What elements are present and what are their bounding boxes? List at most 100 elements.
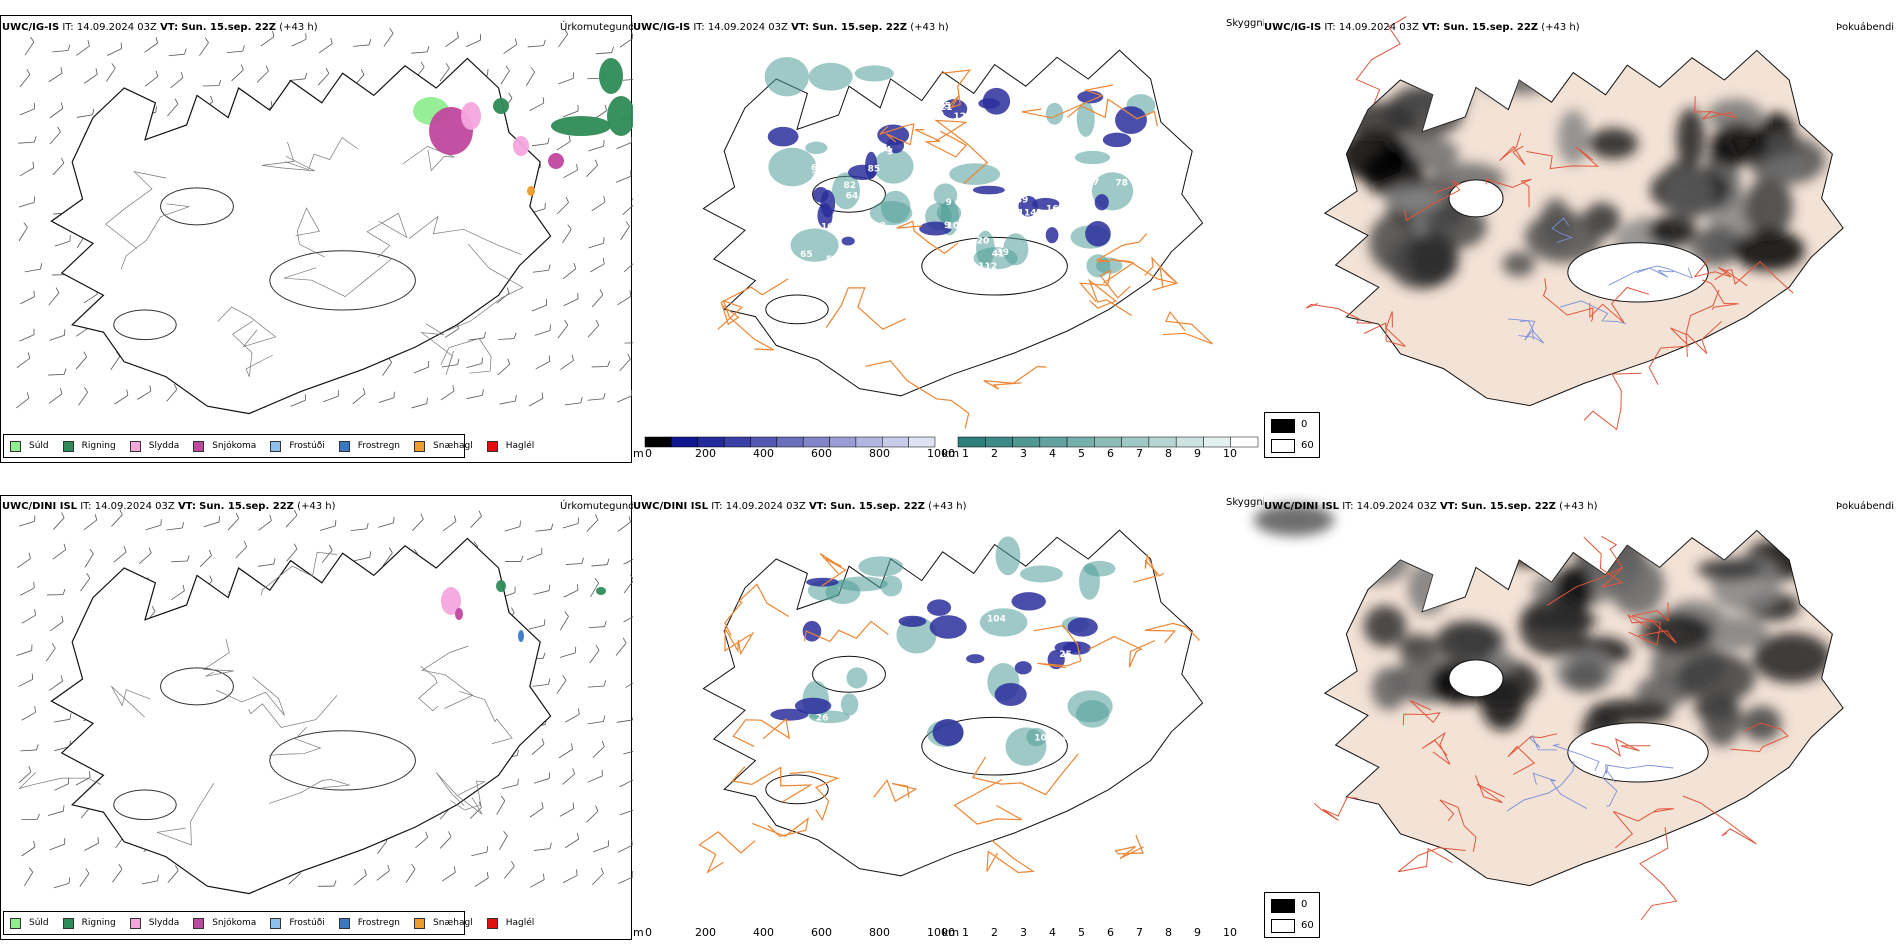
ceiling-value-label: 20 — [1061, 732, 1074, 742]
wind-barb — [441, 866, 456, 882]
visibility-unit-top: km — [942, 447, 960, 460]
road-line — [1694, 96, 1739, 120]
ceiling-bar-segment — [750, 436, 778, 448]
wind-barb — [560, 354, 574, 370]
visibility-tick-label: 4 — [1049, 447, 1056, 460]
road-line — [248, 695, 338, 728]
wind-barb — [503, 860, 515, 879]
wind-barb — [166, 522, 185, 531]
wind-barb — [19, 328, 35, 342]
visibility-patch — [1019, 565, 1063, 583]
wind-barb — [84, 837, 99, 851]
wind-barb — [49, 102, 64, 119]
wind-barb — [499, 395, 517, 405]
ceiling-value-label: 25 — [1059, 650, 1072, 660]
ceiling-value-label: 1 — [1114, 161, 1120, 171]
wind-barb — [54, 777, 70, 791]
river-line — [1608, 265, 1693, 286]
ceiling-title-bottom: Skyggni — [1226, 497, 1266, 508]
ceiling-patch — [1045, 227, 1059, 244]
fog-blob — [1385, 186, 1444, 212]
header-top-left: UWC/IG-IS IT: 14.09.2024 03Z VT: Sun. 15… — [2, 22, 318, 33]
visibility-patch — [808, 62, 853, 91]
road-line — [295, 207, 325, 258]
wind-barb — [503, 38, 518, 54]
visibility-unit-bottom: km — [942, 926, 960, 939]
visibility-bar-segment — [1094, 436, 1122, 448]
wind-barb — [591, 196, 606, 212]
wind-barb — [350, 522, 369, 531]
wind-barb — [168, 48, 187, 57]
header-bottom-middle: UWC/DINI ISL IT: 14.09.2024 03Z VT: Sun.… — [633, 501, 967, 512]
precip-area — [551, 116, 611, 136]
fog-blob — [1505, 532, 1568, 563]
wind-barb — [617, 839, 633, 853]
road-line — [1507, 733, 1558, 775]
wind-barb — [382, 547, 393, 566]
wind-barb — [500, 65, 510, 85]
ceiling-value-label: 95 — [1129, 684, 1142, 694]
glacier-outline — [765, 294, 829, 325]
ceiling-bar-segment — [882, 436, 909, 448]
ceiling-value-label: 3 — [1053, 611, 1059, 621]
ceiling-value-label: 50 — [838, 146, 851, 156]
visibility-tick-label: 1 — [962, 926, 969, 939]
legend-label: Súld — [29, 918, 49, 928]
ceiling-patch — [982, 87, 1011, 115]
wind-barb — [141, 874, 159, 885]
river-line — [1529, 734, 1558, 751]
ceiling-patch — [1085, 221, 1111, 247]
wind-barb — [47, 588, 66, 596]
wind-barb — [226, 45, 245, 53]
glacier-outline — [269, 250, 416, 311]
visibility-patch — [873, 148, 914, 184]
fog-legend-top: 0 60 — [1264, 412, 1320, 458]
road-line — [1685, 289, 1722, 354]
legend-label: Rigning — [81, 441, 116, 451]
visibility-bar-segment — [1066, 436, 1095, 448]
fog-blob — [1501, 541, 1560, 567]
fog-panel-top — [1264, 15, 1900, 463]
wind-barb — [49, 615, 64, 632]
road-line — [1546, 535, 1624, 606]
road-line — [819, 552, 847, 587]
wind-barb — [353, 39, 372, 47]
river-line — [1506, 760, 1575, 812]
wind-barb — [593, 840, 609, 853]
visibility-patch — [764, 56, 810, 97]
wind-barb — [199, 37, 209, 57]
wind-barb — [18, 766, 32, 783]
road-line — [752, 817, 809, 837]
road-line — [1144, 256, 1178, 288]
wind-barb — [24, 867, 34, 887]
visibility-patch — [858, 556, 904, 577]
ceiling-value-label: 26 — [816, 714, 829, 724]
wind-barb — [587, 392, 606, 401]
road-line — [440, 338, 492, 374]
wind-barb — [80, 572, 91, 592]
fog-legend-white-swatch — [1271, 439, 1295, 453]
wind-barb — [560, 611, 569, 631]
road-line — [1088, 278, 1133, 317]
visibility-bar-segment — [1175, 436, 1204, 448]
visibility-tick-label: 2 — [991, 926, 998, 939]
fog-blob — [1744, 176, 1793, 238]
road-line — [1397, 847, 1466, 873]
legend-swatch — [414, 440, 426, 452]
precip-area — [455, 608, 463, 620]
wind-barb — [17, 552, 31, 569]
wind-barb — [352, 387, 366, 405]
road-line — [1033, 624, 1082, 669]
wind-barb — [528, 392, 544, 407]
ceiling-value-label: 95 — [938, 101, 951, 111]
wind-barb — [565, 557, 585, 565]
road-line — [1144, 622, 1200, 644]
wind-barb — [442, 515, 457, 532]
road-line — [1701, 279, 1739, 311]
visibility-patch — [846, 667, 868, 689]
wind-barb — [53, 877, 70, 889]
wind-barb — [16, 644, 33, 657]
river-line — [1532, 772, 1588, 809]
wind-barb — [171, 555, 190, 563]
road-line — [873, 779, 918, 803]
